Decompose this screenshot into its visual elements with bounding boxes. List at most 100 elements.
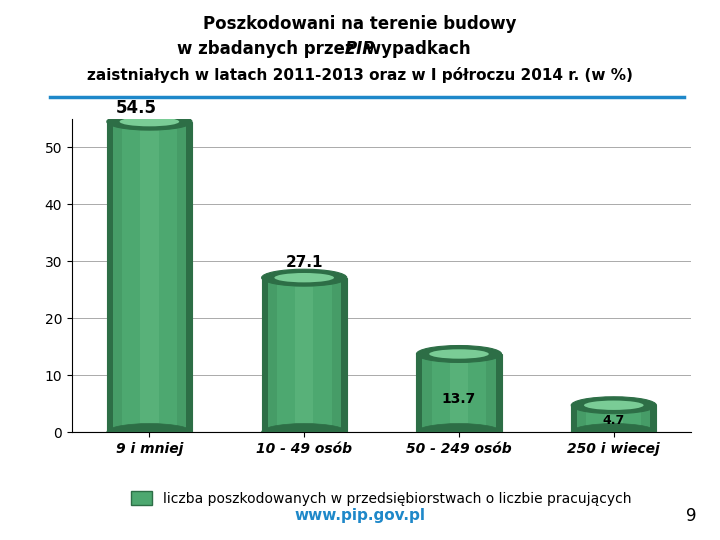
Bar — [145, 122, 150, 432]
Text: 27.1: 27.1 — [285, 255, 323, 270]
Bar — [571, 405, 657, 432]
Bar — [286, 278, 290, 432]
Text: zaistniałych w latach 2011-2013 oraz w I półroczu 2014 r. (w %): zaistniałych w latach 2011-2013 oraz w I… — [87, 66, 633, 83]
Text: wypadkach: wypadkach — [360, 39, 471, 58]
Ellipse shape — [571, 423, 657, 441]
Bar — [487, 354, 491, 432]
Bar — [586, 405, 591, 432]
Ellipse shape — [584, 401, 644, 410]
Bar — [436, 354, 441, 432]
Bar — [450, 354, 454, 432]
Bar — [577, 405, 582, 432]
Bar — [605, 405, 609, 432]
Bar — [454, 354, 459, 432]
Bar — [107, 122, 113, 432]
Legend: liczba poszkodowanych w przedsiębiorstwach o liczbie pracujących: liczba poszkodowanych w przedsiębiorstwa… — [125, 484, 639, 513]
Bar — [168, 122, 172, 432]
Bar — [646, 405, 650, 432]
Ellipse shape — [261, 423, 347, 441]
Bar — [163, 122, 168, 432]
Bar — [464, 354, 468, 432]
Bar — [323, 278, 327, 432]
Text: 4.7: 4.7 — [603, 414, 625, 427]
Bar — [272, 278, 276, 432]
Text: w zbadanych przez PIP wypadkach: w zbadanych przez PIP wypadkach — [0, 539, 1, 540]
Ellipse shape — [107, 423, 192, 441]
Bar — [628, 405, 632, 432]
Bar — [571, 405, 577, 432]
Bar — [459, 354, 464, 432]
Bar — [113, 122, 117, 432]
Bar — [595, 405, 600, 432]
Bar — [650, 405, 657, 432]
Bar — [495, 354, 502, 432]
Bar — [341, 278, 347, 432]
Bar — [423, 354, 495, 432]
Bar — [172, 122, 177, 432]
Text: w zbadanych przez: w zbadanych przez — [176, 39, 360, 58]
Ellipse shape — [429, 349, 489, 359]
Bar — [642, 405, 646, 432]
Text: Poszkodowani na terenie budowy: Poszkodowani na terenie budowy — [203, 15, 517, 33]
Bar — [276, 278, 282, 432]
Bar — [290, 278, 295, 432]
Bar — [313, 278, 318, 432]
Bar — [582, 405, 586, 432]
Bar — [282, 278, 286, 432]
Bar — [623, 405, 628, 432]
Bar — [591, 405, 595, 432]
Bar — [177, 122, 181, 432]
Text: www.pip.gov.pl: www.pip.gov.pl — [294, 508, 426, 523]
Bar — [577, 405, 650, 432]
Bar — [491, 354, 495, 432]
Bar — [150, 122, 154, 432]
Bar — [431, 354, 436, 432]
Bar — [468, 354, 473, 432]
Bar — [632, 405, 636, 432]
Bar — [416, 354, 423, 432]
Bar — [304, 278, 309, 432]
Text: 9: 9 — [686, 507, 696, 525]
Ellipse shape — [261, 269, 347, 286]
Bar — [135, 122, 140, 432]
Bar — [154, 122, 158, 432]
Bar — [127, 122, 131, 432]
Bar — [261, 278, 347, 432]
Bar — [477, 354, 482, 432]
Bar — [336, 278, 341, 432]
Bar — [416, 354, 502, 432]
Bar — [327, 278, 332, 432]
Ellipse shape — [274, 273, 334, 282]
Ellipse shape — [416, 346, 502, 362]
Bar — [473, 354, 477, 432]
Bar — [122, 122, 127, 432]
Bar — [117, 122, 122, 432]
Bar — [609, 405, 613, 432]
Bar — [618, 405, 623, 432]
Bar — [482, 354, 487, 432]
Bar — [186, 122, 192, 432]
Bar — [113, 122, 186, 432]
Bar — [423, 354, 427, 432]
Bar — [300, 278, 304, 432]
Bar — [268, 278, 341, 432]
Bar — [107, 122, 192, 432]
Bar — [261, 278, 268, 432]
Text: 54.5: 54.5 — [115, 99, 156, 117]
Bar — [427, 354, 431, 432]
Text: 13.7: 13.7 — [442, 392, 476, 406]
Text: PIP: PIP — [345, 39, 375, 58]
Ellipse shape — [120, 117, 179, 126]
Bar — [441, 354, 445, 432]
Bar — [72, 432, 691, 439]
Bar — [613, 405, 618, 432]
Bar — [332, 278, 336, 432]
Bar — [318, 278, 323, 432]
Bar — [445, 354, 450, 432]
Bar — [636, 405, 642, 432]
Ellipse shape — [107, 113, 192, 130]
Ellipse shape — [571, 397, 657, 414]
Bar — [181, 122, 186, 432]
Bar — [309, 278, 313, 432]
Bar — [600, 405, 605, 432]
